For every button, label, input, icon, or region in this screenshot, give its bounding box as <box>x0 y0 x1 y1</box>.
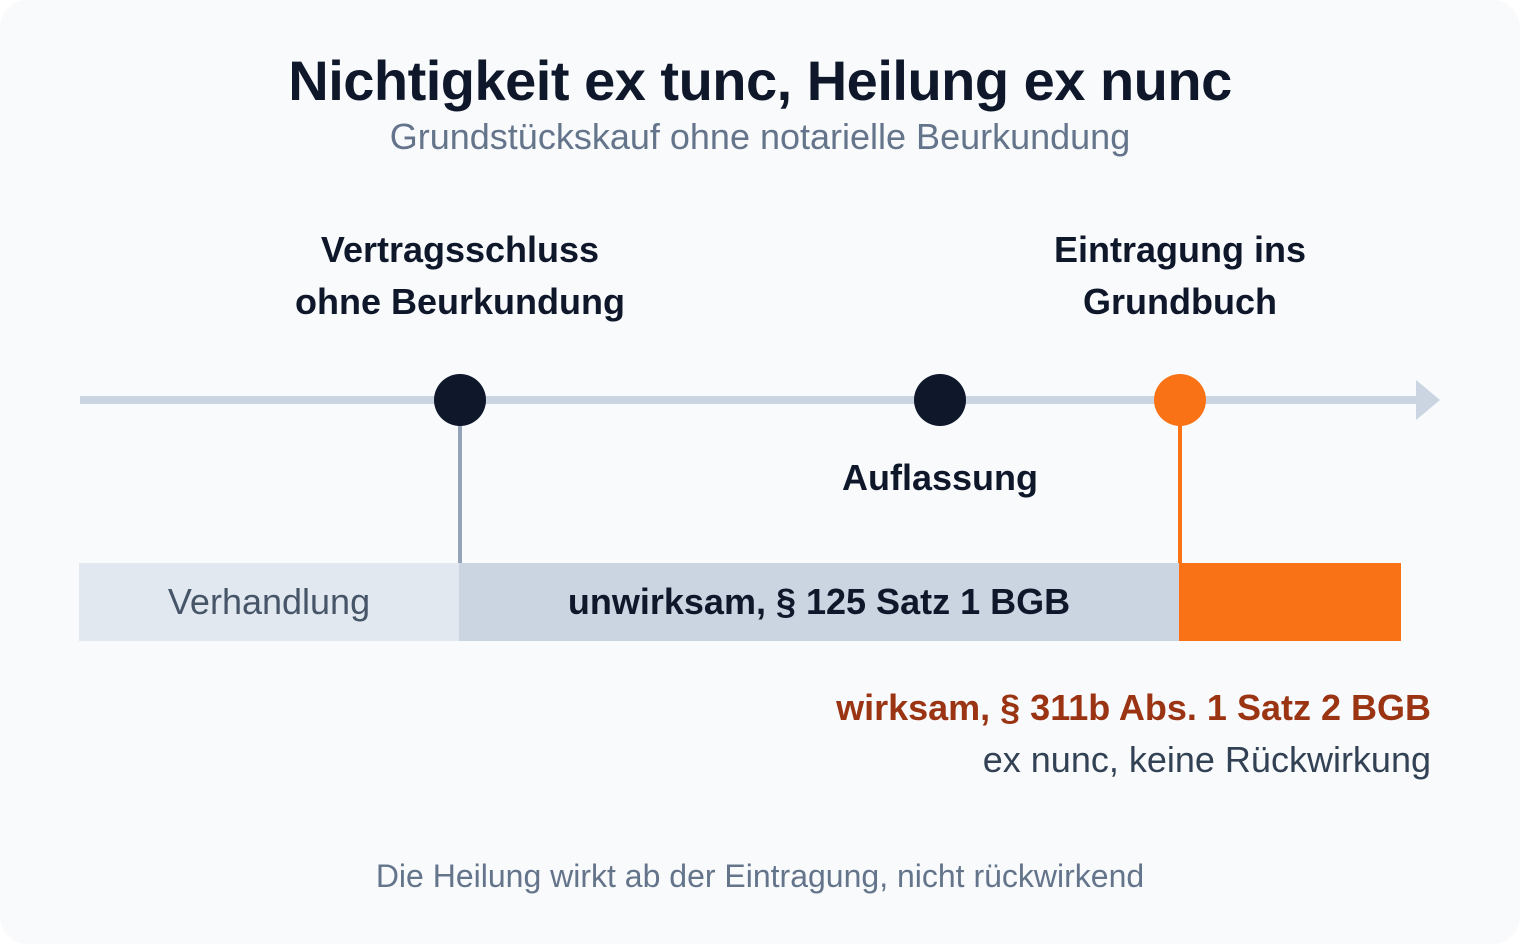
event-marker-eintragung <box>1154 374 1206 426</box>
diagram-footnote: Die Heilung wirkt ab der Eintragung, nic… <box>375 858 1145 894</box>
event-label-eintragung-line2: Grundbuch <box>1083 281 1277 322</box>
event-label-eintragung-line1: Eintragung ins <box>1054 229 1306 270</box>
wirksam-note-sub: ex nunc, keine Rückwirkung <box>982 739 1431 780</box>
wirksam-note: wirksam, § 311b Abs. 1 Satz 2 BGB ex nun… <box>836 682 1431 786</box>
event-marker-vertragsschluss <box>434 374 486 426</box>
segment-verhandlung: Verhandlung <box>79 563 459 641</box>
diagram-subtitle: Grundstückskauf ohne notarielle Beurkund… <box>389 116 1131 157</box>
event-label-vertragsschluss-line1: Vertragsschluss <box>320 229 600 270</box>
event-label-vertragsschluss-line2: ohne Beurkundung <box>295 281 625 322</box>
event-marker-auflassung <box>914 374 966 426</box>
event-label-vertragsschluss: Vertragsschluss ohne Beurkundung <box>295 224 625 328</box>
wirksam-note-title: wirksam, § 311b Abs. 1 Satz 2 BGB <box>836 687 1431 728</box>
timeline-arrow-icon <box>1416 380 1440 420</box>
segment-unwirksam: unwirksam, § 125 Satz 1 BGB <box>459 563 1179 641</box>
segment-wirksam <box>1179 563 1401 641</box>
event-label-auflassung: Auflassung <box>841 457 1039 498</box>
diagram-title: Nichtigkeit ex tunc, Heilung ex nunc <box>288 49 1232 112</box>
event-label-eintragung: Eintragung ins Grundbuch <box>1054 224 1306 328</box>
